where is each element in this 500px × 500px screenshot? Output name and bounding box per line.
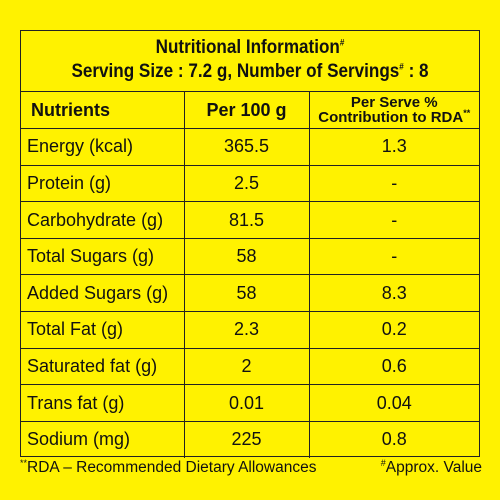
rda-footnote: **RDA – Recommended Dietary Allowances	[20, 457, 317, 476]
nutrient-name: Carbohydrate (g)	[21, 201, 185, 239]
table-row: Protein (g) 2.5 -	[21, 165, 479, 203]
table-row: Sodium (mg) 225 0.8	[21, 421, 479, 458]
serving-info: Serving Size : 7.2 g, Number of Servings…	[71, 61, 429, 82]
rda-value: 0.8	[381, 429, 407, 450]
nutrient-name: Total Fat (g)	[21, 311, 185, 349]
rda-value: 0.2	[309, 311, 479, 349]
nutrient-name: Energy (kcal)	[21, 128, 185, 166]
column-header-per-100g: Per 100 g	[184, 92, 310, 130]
panel-header: Nutritional Information# Serving Size : …	[21, 31, 479, 92]
nutrition-panel: Nutritional Information# Serving Size : …	[20, 30, 480, 458]
nutrient-name: Protein (g)	[21, 165, 185, 203]
table-row: Saturated fat (g) 2 0.6	[21, 348, 479, 386]
table-row: Total Sugars (g) 58 -	[21, 238, 479, 276]
per-100g-value: 2.3	[184, 311, 310, 349]
nutrient-name: Total Sugars (g)	[21, 238, 185, 276]
rda-value: -	[309, 165, 479, 203]
table-header-row: Nutrients Per 100 g Per Serve % Contribu…	[21, 92, 479, 130]
table-row: Added Sugars (g) 58 8.3	[21, 274, 479, 313]
per-100g-value: 81.5	[184, 201, 310, 239]
nutrition-table: Nutrients Per 100 g Per Serve % Contribu…	[21, 92, 479, 458]
rda-value: -	[309, 238, 479, 276]
table-row: Trans fat (g) 0.01 0.04	[21, 384, 479, 422]
table-row: Energy (kcal) 365.5 1.3	[21, 128, 479, 166]
per-100g-value: 225	[184, 421, 310, 458]
per-100g-value: 58	[184, 238, 310, 276]
rda-value: 8.3	[309, 274, 479, 313]
per-100g-value: 2.5	[184, 165, 310, 203]
footnotes: **RDA – Recommended Dietary Allowances #…	[20, 457, 482, 477]
nutrient-name: Trans fat (g)	[21, 384, 185, 422]
per-100g-value: 0.01	[184, 384, 310, 422]
per-100g-value: 2	[184, 348, 310, 386]
nutrient-name: Saturated fat (g)	[21, 348, 185, 386]
rda-value: 1.3	[309, 128, 479, 166]
per-100g-value: 58	[184, 274, 310, 313]
column-header-per-serve: Per Serve % Contribution to RDA**	[309, 92, 479, 130]
rda-value: 0.6	[309, 348, 479, 386]
nutrient-name: Added Sugars (g)	[21, 274, 185, 313]
per-100g-value: 365.5	[184, 128, 310, 166]
panel-title: Nutritional Information#	[155, 37, 345, 58]
table-row: Carbohydrate (g) 81.5 -	[21, 201, 479, 239]
approx-footnote: #Approx. Value	[380, 457, 482, 476]
rda-value: 0.04	[309, 384, 479, 422]
column-header-nutrients: Nutrients	[21, 92, 185, 130]
nutrient-name: Sodium (mg)	[21, 421, 185, 458]
table-row: Total Fat (g) 2.3 0.2	[21, 311, 479, 349]
rda-value: -	[309, 201, 479, 239]
